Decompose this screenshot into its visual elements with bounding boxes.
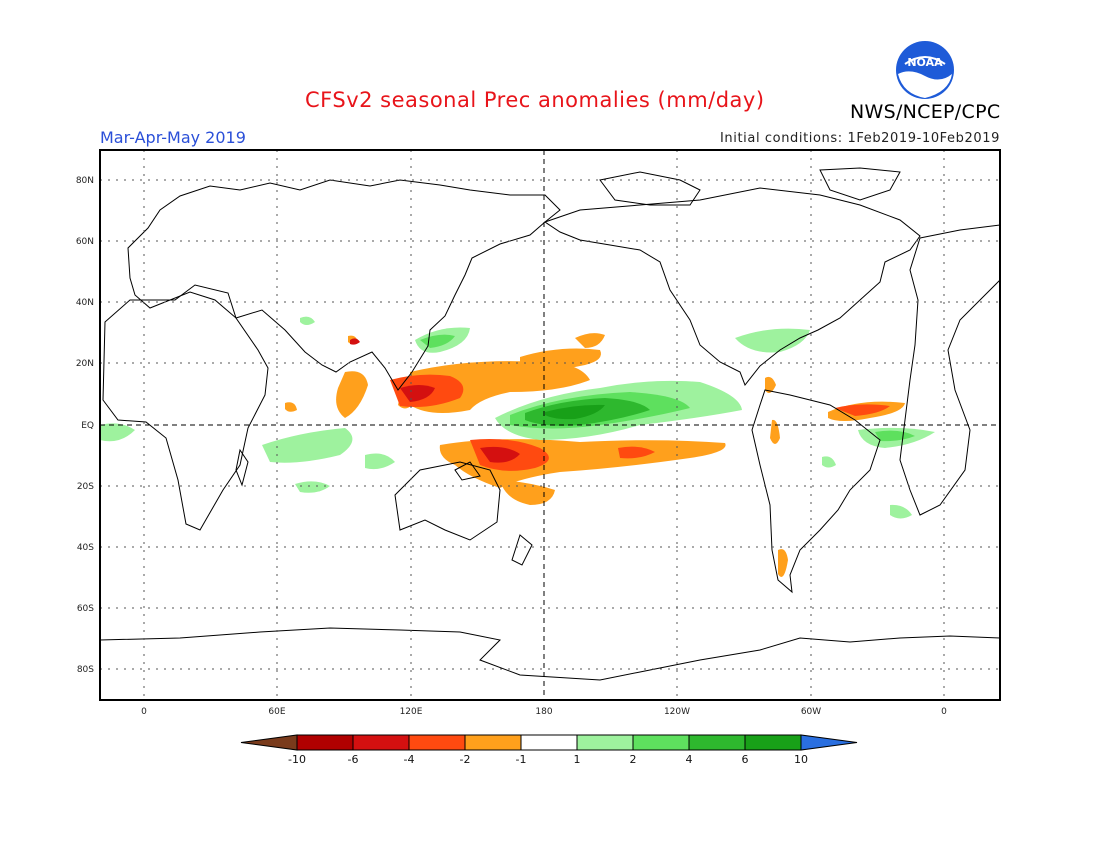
lat-label: 20N — [76, 359, 94, 369]
colorbar-swatch — [688, 734, 746, 751]
colorbar-swatch — [744, 734, 802, 751]
lat-label: 80S — [77, 665, 94, 675]
lat-label: 60S — [77, 604, 94, 614]
lat-label: 80N — [76, 176, 94, 186]
colorbar-label: 1 — [574, 753, 581, 766]
colorbar-swatch — [296, 734, 354, 751]
colorbar-legend: -10 -6 -4 -2 -1 1 2 4 6 10 — [240, 734, 858, 766]
colorbar-swatch — [464, 734, 522, 751]
lat-label: EQ — [81, 421, 94, 431]
colorbar-label: -6 — [348, 753, 359, 766]
colorbar-swatch — [520, 734, 578, 751]
logo-text: NOAA — [907, 56, 943, 69]
colorbar-label: -2 — [460, 753, 471, 766]
initial-conditions: Initial conditions: 1Feb2019-10Feb2019 — [719, 131, 1000, 146]
agency-label: NWS/NCEP/CPC — [850, 101, 1001, 123]
graticule — [100, 150, 1000, 700]
lon-label: 60W — [801, 707, 821, 717]
equator-dateline — [100, 150, 1000, 700]
lon-label: 60E — [268, 707, 285, 717]
noaa-logo: NOAA — [895, 40, 955, 100]
lat-label: 40N — [76, 298, 94, 308]
colorbar-label: -1 — [516, 753, 527, 766]
lat-label: 40S — [77, 543, 94, 553]
lon-label: 120E — [400, 707, 423, 717]
colorbar-label: 6 — [742, 753, 749, 766]
lon-label: 180 — [535, 707, 552, 717]
coastlines — [100, 167, 1000, 681]
colorbar-label: -4 — [404, 753, 415, 766]
colorbar-swatch — [576, 734, 634, 751]
colorbar-swatch — [408, 734, 466, 751]
map-frame — [99, 149, 1001, 701]
map-title: CFSv2 seasonal Prec anomalies (mm/day) — [305, 88, 765, 112]
lat-label: 20S — [77, 482, 94, 492]
forecast-period: Mar-Apr-May 2019 — [100, 128, 246, 147]
lon-label: 0 — [141, 707, 147, 717]
colorbar-arrow-low — [240, 734, 298, 751]
lon-label: 120W — [664, 707, 690, 717]
wet-anomaly-regions — [100, 316, 935, 519]
latitude-axis: 80N 60N 40N 20N EQ 20S 40S 60S 80S — [76, 176, 94, 675]
colorbar-swatch — [352, 734, 410, 751]
colorbar-label: 10 — [794, 753, 808, 766]
lon-label: 0 — [941, 707, 947, 717]
colorbar-label: 2 — [630, 753, 637, 766]
longitude-axis: 0 60E 120E 180 120W 60W 0 — [141, 707, 947, 717]
colorbar-swatch — [632, 734, 690, 751]
colorbar-label: -10 — [288, 753, 306, 766]
colorbar-label: 4 — [686, 753, 693, 766]
colorbar-arrow-high — [800, 734, 858, 751]
lat-label: 60N — [76, 237, 94, 247]
